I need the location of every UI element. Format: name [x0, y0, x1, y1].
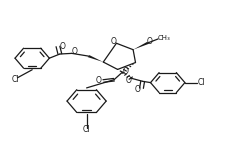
Text: Cl: Cl: [198, 78, 205, 87]
Text: O: O: [122, 67, 128, 76]
Polygon shape: [88, 55, 103, 62]
Text: O: O: [134, 85, 140, 93]
Text: O: O: [126, 75, 131, 85]
Text: O: O: [59, 42, 65, 51]
Text: O: O: [71, 47, 77, 56]
Text: Cl: Cl: [83, 126, 90, 134]
Text: CH₃: CH₃: [157, 35, 170, 41]
Text: O: O: [111, 37, 117, 46]
Text: O: O: [96, 76, 102, 85]
Text: Cl: Cl: [11, 75, 19, 84]
Polygon shape: [133, 42, 149, 50]
Text: O: O: [146, 37, 152, 46]
